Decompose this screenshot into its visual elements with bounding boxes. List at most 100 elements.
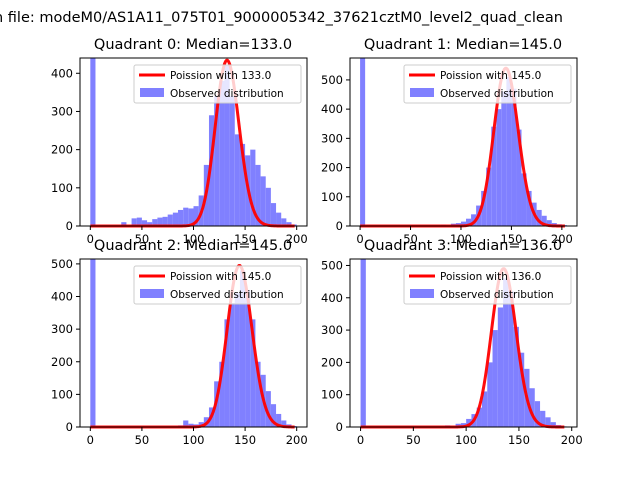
histogram-bar: [178, 209, 184, 226]
y-tick-label: 500: [51, 257, 73, 271]
y-tick-label: 200: [321, 161, 343, 175]
axes-frame: [349, 57, 578, 227]
histogram-bar: [234, 134, 240, 226]
y-tick-label: 500: [321, 73, 343, 87]
histogram-bar: [239, 270, 246, 427]
legend-label-poisson: Poission with 145.0: [170, 271, 271, 283]
legend-box: [133, 64, 302, 104]
histogram-bar: [529, 388, 535, 427]
histogram-bar: [513, 326, 519, 427]
x-tick-label: 200: [286, 232, 308, 246]
histogram-bar: [208, 115, 215, 226]
histogram-bar: [219, 361, 225, 427]
y-tick-label: 200: [51, 143, 73, 157]
histogram-bar: [255, 164, 261, 226]
y-tick-label: 300: [51, 104, 73, 118]
histogram-bar: [281, 218, 287, 226]
histogram-bar: [476, 407, 482, 427]
x-tick-label: 50: [135, 433, 150, 447]
legend-hist-swatch: [140, 289, 164, 298]
x-tick-label: 50: [403, 232, 418, 246]
legend-label-poisson: Poission with 136.0: [440, 271, 541, 283]
histogram-bar: [497, 307, 504, 427]
histogram-bar: [250, 319, 256, 427]
histogram-bar: [534, 401, 541, 427]
histogram-bar: [224, 65, 230, 226]
histogram-bar: [545, 417, 551, 427]
histogram-bar: [255, 361, 261, 427]
x-tick-label: 150: [500, 232, 522, 246]
x-tick-label: 0: [357, 433, 364, 447]
histogram-bar: [540, 410, 546, 427]
histogram-bar: [229, 96, 235, 227]
histogram-bar: [508, 291, 514, 427]
histogram-bar: [245, 289, 251, 427]
histogram-bar: [526, 190, 532, 226]
x-tick-label: 100: [450, 232, 472, 246]
x-tick-label: 100: [455, 433, 477, 447]
histogram-bar: [183, 420, 189, 427]
histogram-bar: [172, 212, 179, 226]
y-tick-label: 400: [321, 291, 343, 305]
legend-box: [133, 265, 302, 305]
histogram-bar: [496, 109, 502, 226]
histogram-bar: [234, 293, 240, 427]
histogram-bar: [136, 217, 142, 226]
x-tick-label: 150: [234, 433, 256, 447]
y-tick-label: 400: [321, 102, 343, 116]
histogram-bar: [281, 420, 287, 427]
histogram-bar: [131, 218, 137, 226]
histogram-bar: [455, 423, 461, 427]
histogram-bar: [550, 422, 556, 427]
histogram-bar: [506, 76, 512, 227]
y-tick-label: 400: [51, 290, 73, 304]
histogram-bar: [219, 80, 225, 226]
x-tick-label: 0: [87, 433, 94, 447]
histogram-bar: [466, 218, 472, 226]
x-tick-label: 200: [286, 433, 308, 447]
histogram-bar: [276, 413, 282, 427]
x-tick-label: 150: [234, 232, 256, 246]
y-tick-label: 300: [51, 322, 73, 336]
histogram-bar: [193, 206, 199, 226]
y-tick-label: 500: [321, 258, 343, 272]
histogram-bar: [162, 216, 168, 226]
histogram-bar: [466, 418, 472, 427]
quadrant-2-panel: 0 50 100 150 200 0 100 200 300 400 500 Poission wit…: [51, 238, 308, 447]
legend-label-observed: Observed distribution: [170, 289, 284, 301]
histogram-bar: [157, 217, 163, 226]
x-tick-label: 50: [406, 433, 421, 447]
y-tick-label: 0: [336, 219, 343, 233]
histogram-bar: [152, 219, 158, 226]
histogram-bar: [516, 129, 522, 226]
quadrant-3-panel: 0 50 100 150 200 0 100 200 300 400 500 Poission wit…: [321, 238, 583, 447]
histogram-bar: [188, 423, 194, 427]
x-tick-label: 200: [561, 433, 583, 447]
legend-hist-swatch: [410, 289, 434, 298]
histogram-bar: [250, 149, 256, 226]
legend-hist-swatch: [140, 88, 164, 97]
y-tick-label: 200: [51, 355, 73, 369]
histogram-bar: [501, 91, 507, 226]
histogram-bar: [481, 190, 487, 226]
quadrant-0-panel: 0 50 100 150 200 0 100 200 300 400 Poission with 1…: [51, 37, 308, 246]
histogram-bar: [492, 330, 498, 427]
x-tick-label: 100: [183, 433, 205, 447]
y-tick-label: 100: [51, 181, 73, 195]
y-tick-label: 400: [51, 66, 73, 80]
legend-label-observed: Observed distribution: [440, 88, 554, 100]
histogram-bar: [487, 362, 493, 427]
quadrant-0-title: Quadrant 0: Median=133.0: [94, 37, 292, 53]
legend-box: [403, 265, 572, 305]
histogram-bar: [536, 209, 542, 226]
histogram-bar: [541, 215, 547, 226]
histogram-bar: [460, 221, 467, 226]
legend-label-poisson: Poission with 133.0: [170, 70, 271, 82]
x-tick-label: 50: [135, 232, 150, 246]
y-tick-label: 300: [321, 131, 343, 145]
x-tick-label: 150: [508, 433, 530, 447]
quadrant-1-panel: 0 50 100 150 200 0 100 200 300 400 500 Poission wit…: [321, 37, 578, 246]
histogram-bar: [90, 259, 96, 427]
histogram-bar: [265, 187, 271, 226]
